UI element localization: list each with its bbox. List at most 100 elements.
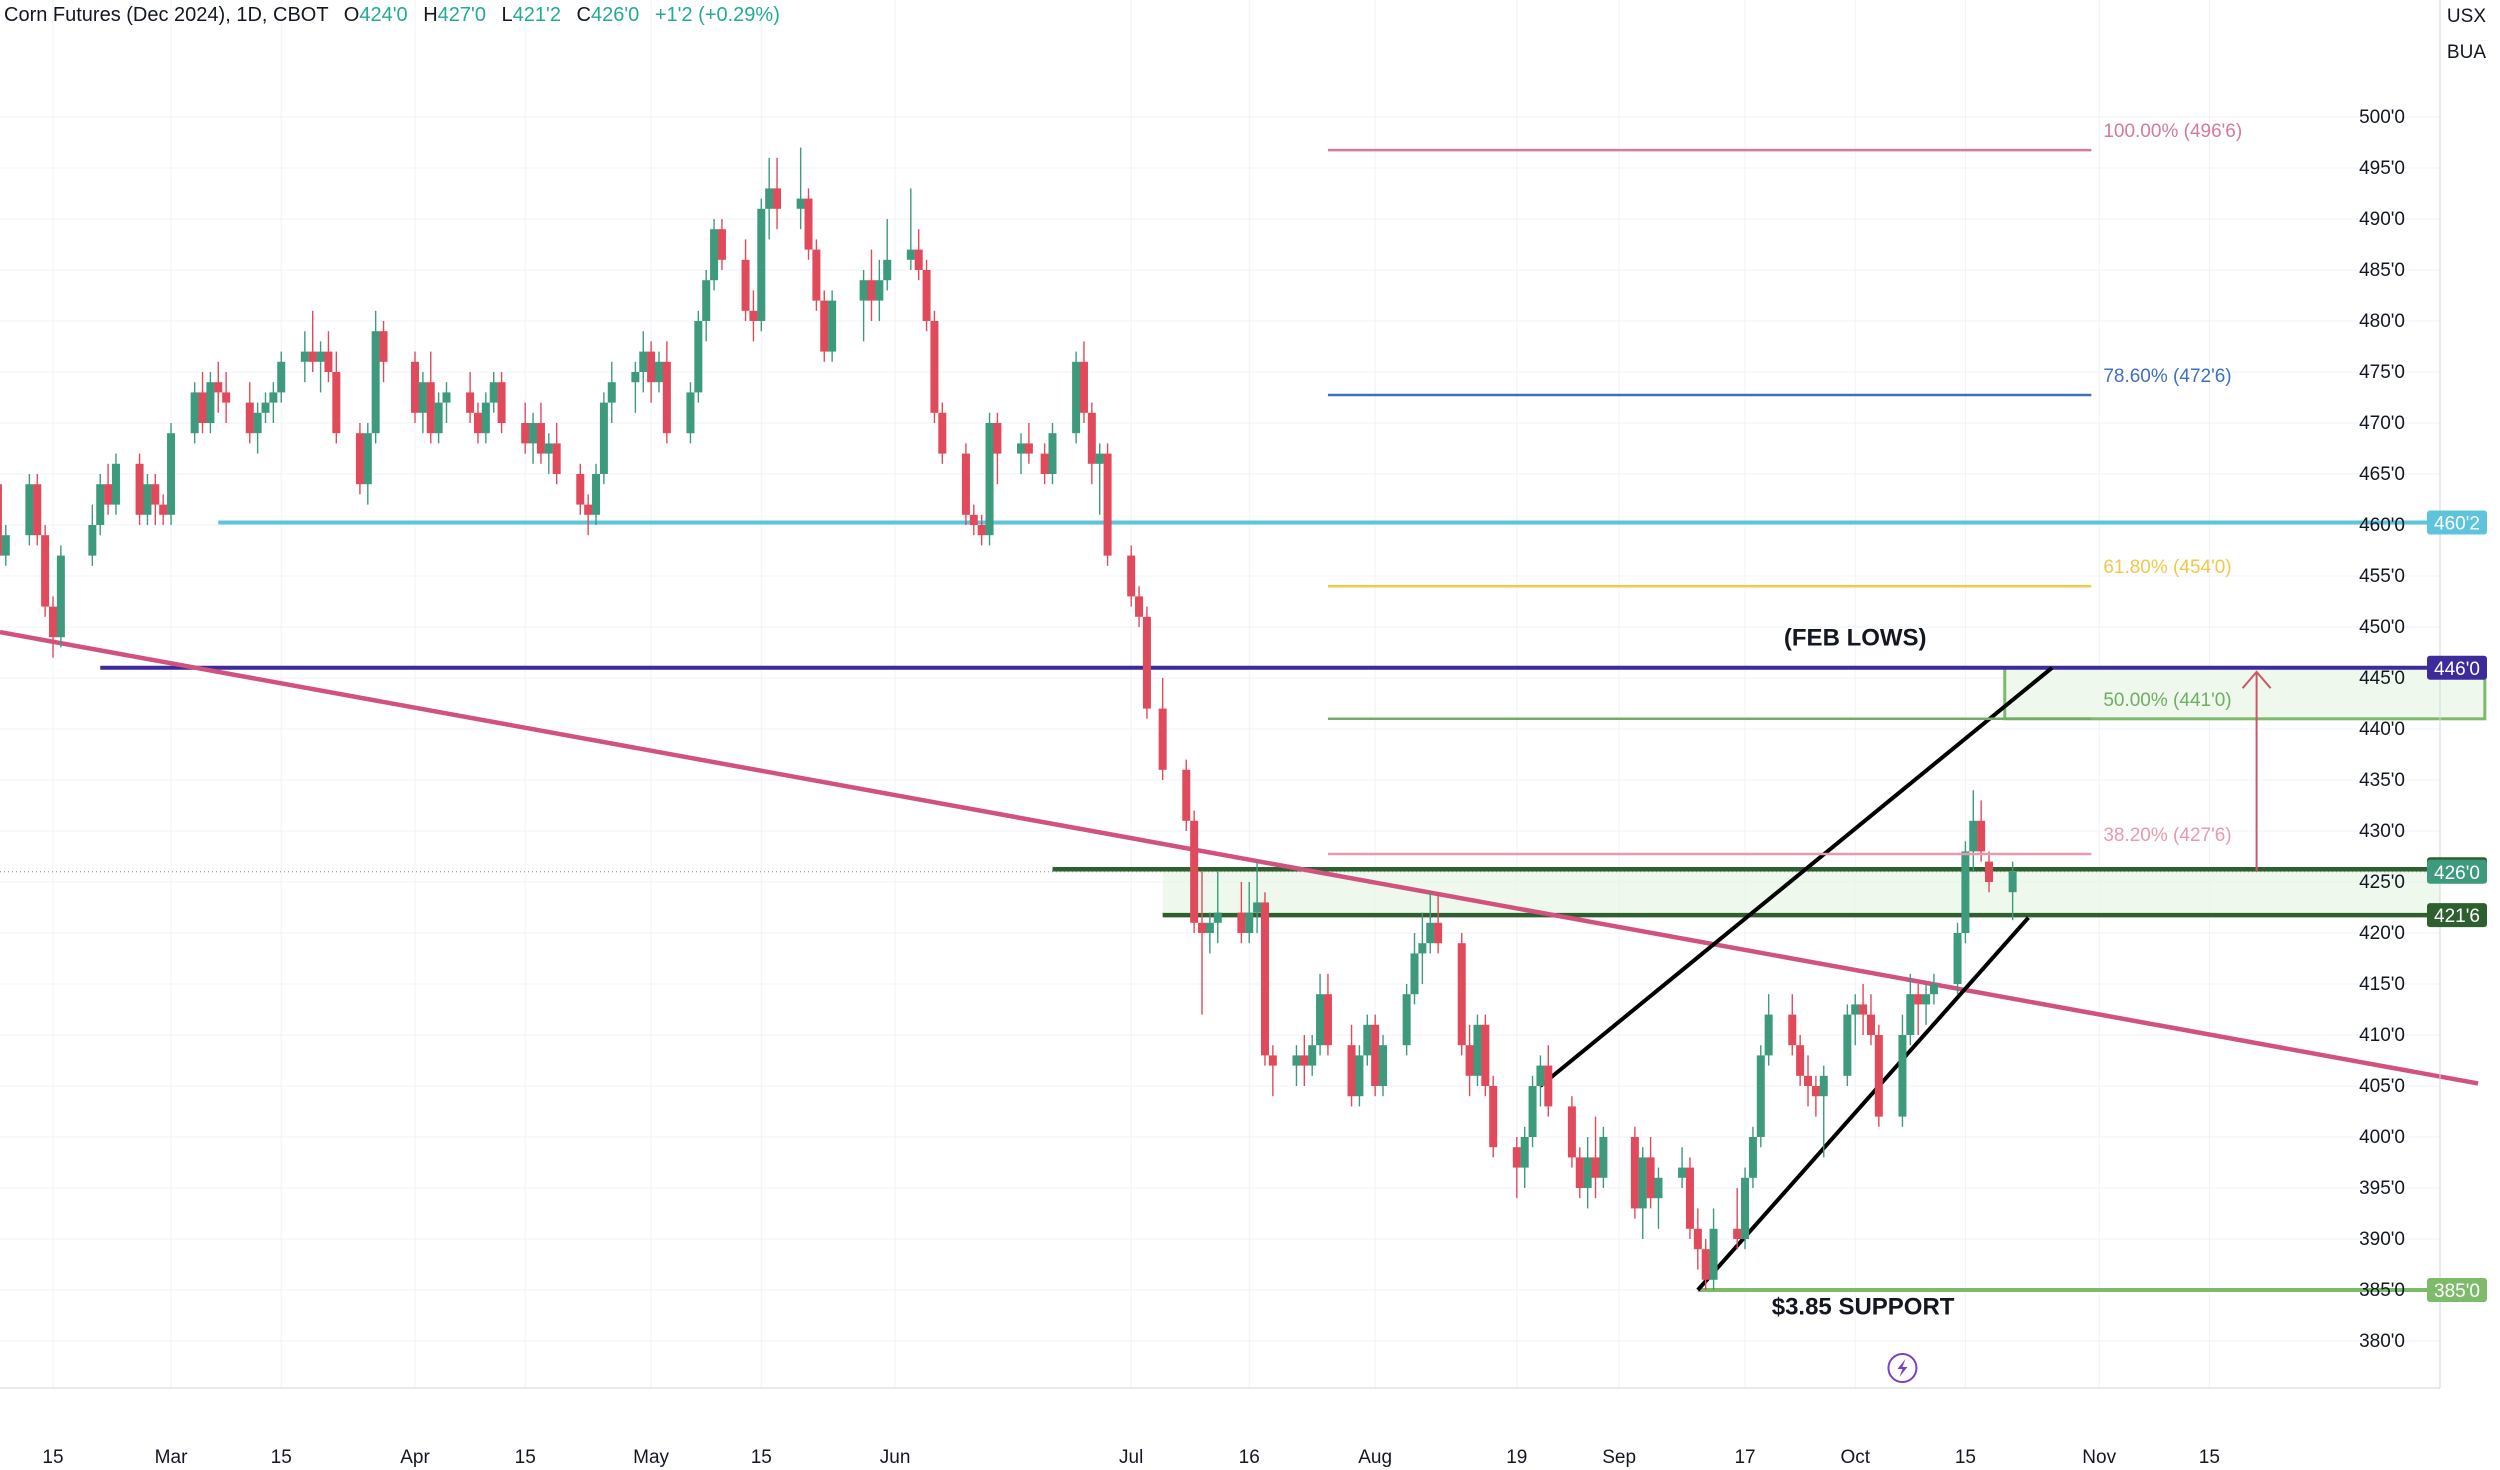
candle[interactable] [371,310,380,444]
candle[interactable] [253,402,262,454]
candle[interactable] [96,474,105,536]
candle[interactable] [1906,973,1915,1046]
candle[interactable] [1237,882,1246,944]
candle[interactable] [631,361,640,413]
candle[interactable] [1866,994,1875,1046]
candle[interactable] [977,514,986,546]
price-axis-label[interactable]: 446'0 [2427,655,2487,680]
candle[interactable] [599,392,608,485]
candle[interactable] [497,372,506,434]
trend-line[interactable] [0,629,2479,1086]
candle[interactable] [41,525,50,617]
price-axis-label[interactable]: 460'2 [2427,510,2487,535]
candle[interactable] [969,504,978,536]
candle[interactable] [993,412,1002,485]
candle[interactable] [442,382,451,423]
candle[interactable] [1685,1157,1694,1239]
candle[interactable] [135,453,144,525]
candle[interactable] [922,259,931,332]
candle[interactable] [473,402,482,444]
candle[interactable] [1457,933,1466,1056]
candle[interactable] [1929,973,1938,1005]
candle[interactable] [1567,1096,1576,1168]
candle[interactable] [1418,912,1427,984]
candle[interactable] [1709,1208,1718,1290]
candle[interactable] [867,249,876,321]
candle[interactable] [647,341,656,403]
candle[interactable] [938,402,947,464]
candle[interactable] [804,188,813,260]
candle[interactable] [1678,1147,1687,1188]
candle[interactable] [261,392,270,423]
candle[interactable] [859,270,868,342]
candle[interactable] [1512,1137,1521,1199]
candle[interactable] [245,382,254,444]
candle[interactable] [1355,1045,1364,1107]
currency-label[interactable]: USX [2446,6,2486,27]
candle[interactable] [1764,994,1773,1066]
candle[interactable] [1308,1035,1317,1076]
channel-lower-line[interactable] [1696,916,2030,1292]
candle[interactable] [812,239,821,311]
candle[interactable] [1072,351,1081,444]
candle[interactable] [481,392,490,444]
candle[interactable] [607,361,616,423]
candle[interactable] [828,290,837,362]
candle[interactable] [1473,1014,1482,1086]
candle[interactable] [1,525,10,566]
candle[interactable] [2008,861,2017,921]
candle[interactable] [269,382,278,423]
price-axis-label[interactable]: 426'0 [2427,859,2487,884]
candle[interactable] [1379,1035,1388,1097]
candle[interactable] [1756,1045,1765,1148]
candle[interactable] [1103,443,1112,566]
candle[interactable] [521,402,530,454]
candle[interactable] [190,382,199,444]
candle[interactable] [1017,433,1026,474]
candle[interactable] [1158,678,1167,780]
candle[interactable] [1599,1126,1608,1188]
candle[interactable] [332,351,341,444]
candle[interactable] [741,239,750,321]
candle[interactable] [1198,871,1207,1015]
candle[interactable] [749,290,758,342]
candle[interactable] [694,310,703,403]
candle[interactable] [1843,1004,1852,1086]
candle[interactable] [1630,1126,1639,1219]
candle[interactable] [1520,1126,1529,1188]
candle[interactable] [875,259,884,321]
candle[interactable] [1741,1167,1750,1250]
candle[interactable] [111,453,120,515]
candle[interactable] [25,474,34,546]
candle[interactable] [300,331,309,383]
candle[interactable] [1646,1137,1655,1209]
candle[interactable] [1300,1035,1309,1086]
candle[interactable] [820,290,829,362]
candle[interactable] [1363,1014,1372,1066]
candle[interactable] [710,219,719,291]
candle[interactable] [1087,402,1096,485]
candle[interactable] [686,382,695,444]
candle[interactable] [1316,973,1325,1056]
candle[interactable] [1922,984,1931,1025]
candle[interactable] [662,341,671,444]
candle[interactable] [167,423,176,525]
candle[interactable] [1536,1055,1545,1107]
candle[interactable] [1788,994,1797,1056]
candle[interactable] [1969,790,1978,872]
candle[interactable] [33,474,42,546]
candle[interactable] [985,412,994,546]
candle[interactable] [363,423,372,505]
candle[interactable] [1583,1137,1592,1209]
candle[interactable] [1127,545,1136,607]
candle[interactable] [536,402,545,464]
candle[interactable] [1874,1024,1883,1127]
candle[interactable] [316,341,325,393]
candle[interactable] [0,474,2,566]
candle[interactable] [104,463,113,515]
candle[interactable] [198,372,207,434]
candle[interactable] [914,229,923,281]
candle[interactable] [1693,1208,1702,1270]
candle[interactable] [1654,1167,1663,1229]
